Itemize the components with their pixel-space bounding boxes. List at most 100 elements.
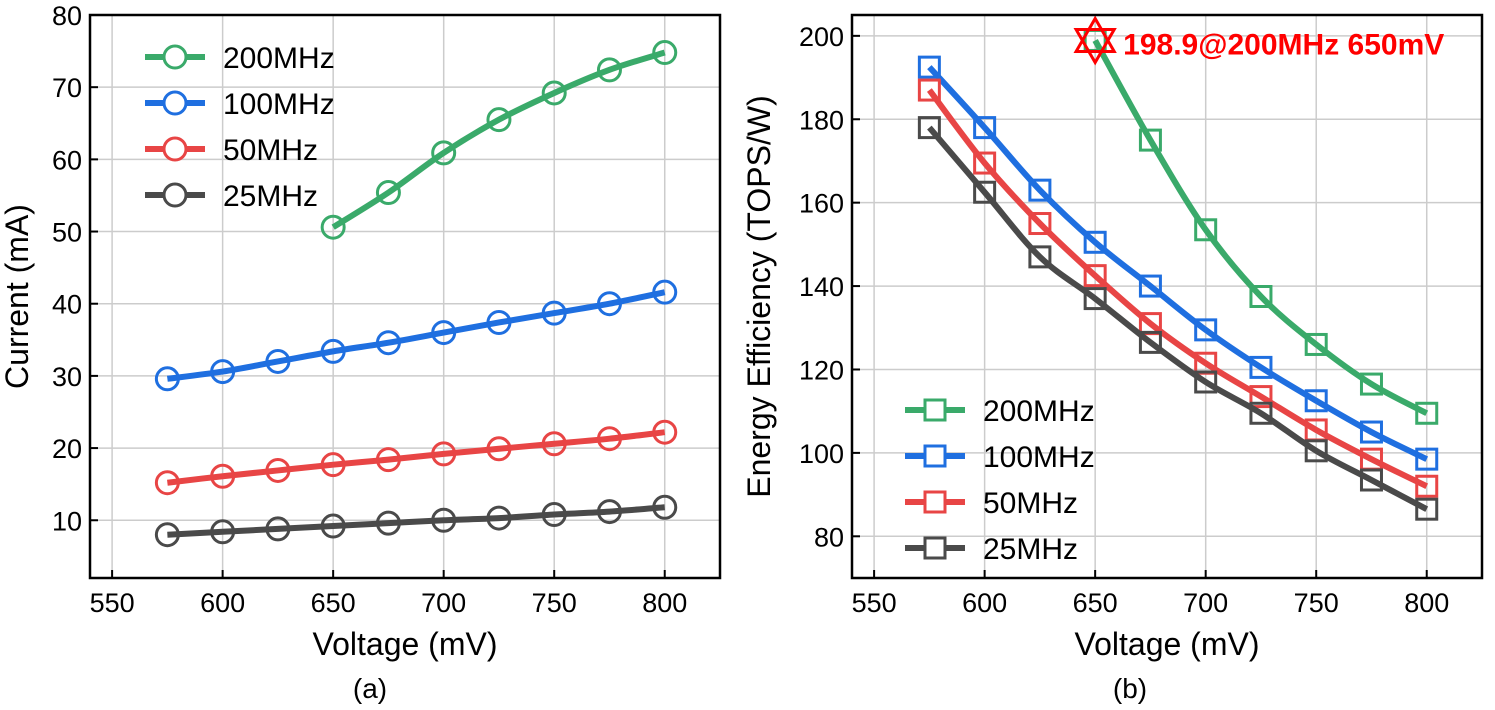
data-point bbox=[541, 501, 567, 527]
data-point bbox=[1415, 474, 1439, 498]
series-25mhz bbox=[917, 116, 1439, 521]
y-axis-title: Current (mA) bbox=[0, 204, 35, 389]
series-100mhz bbox=[917, 55, 1439, 471]
data-point bbox=[486, 505, 512, 531]
y-tick-label: 70 bbox=[52, 73, 82, 103]
ticks: 550 600 650 700 750 800 80 100 120 140 160 180 200 bbox=[799, 22, 1449, 618]
data-point bbox=[1304, 332, 1328, 356]
data-point bbox=[1359, 372, 1383, 396]
legend-label: 200MHz bbox=[983, 395, 1095, 428]
legend-label: 25MHz bbox=[223, 180, 318, 213]
star-icon bbox=[1073, 15, 1117, 53]
legend-item-200mhz: 200MHz bbox=[145, 42, 335, 75]
legend-item-100mhz: 100MHz bbox=[905, 441, 1095, 474]
y-tick-label: 10 bbox=[52, 506, 82, 536]
legend-item-200mhz: 200MHz bbox=[905, 395, 1095, 428]
data-point bbox=[486, 309, 512, 335]
data-point bbox=[652, 40, 678, 66]
x-tick-label: 700 bbox=[421, 588, 466, 618]
data-point bbox=[1138, 330, 1162, 354]
y-tick-label: 160 bbox=[799, 189, 844, 219]
chart-caption: (b) bbox=[1113, 673, 1147, 704]
series-50mhz bbox=[917, 78, 1439, 498]
series-line bbox=[927, 125, 1429, 512]
data-point bbox=[1304, 439, 1328, 463]
y-tick-label: 140 bbox=[799, 272, 844, 302]
ticks: 550 600 650 700 750 800 10 20 30 40 50 60 70 80 bbox=[52, 1, 687, 618]
data-point bbox=[265, 457, 291, 483]
data-point bbox=[1415, 401, 1439, 425]
series-line bbox=[166, 289, 666, 382]
data-point bbox=[1194, 318, 1218, 342]
data-point bbox=[1249, 401, 1273, 425]
data-point bbox=[973, 151, 997, 175]
data-point bbox=[210, 519, 236, 545]
data-point bbox=[154, 522, 180, 548]
data-point bbox=[1415, 497, 1439, 521]
data-point bbox=[1359, 420, 1383, 444]
data-point bbox=[265, 516, 291, 542]
y-tick-label: 20 bbox=[52, 434, 82, 464]
chart-caption: (a) bbox=[353, 673, 387, 704]
legend-marker bbox=[923, 398, 947, 422]
data-point bbox=[541, 80, 567, 106]
data-point bbox=[1415, 447, 1439, 471]
data-point bbox=[596, 499, 622, 525]
chart-current-vs-voltage: 550 600 650 700 750 800 10 20 30 40 50 60 70 80 200MHz… bbox=[0, 1, 722, 704]
y-tick-label: 180 bbox=[799, 105, 844, 135]
y-tick-label: 80 bbox=[814, 522, 844, 552]
data-point bbox=[652, 494, 678, 520]
data-point bbox=[210, 359, 236, 385]
data-point bbox=[596, 291, 622, 317]
series-line bbox=[167, 504, 665, 538]
data-point bbox=[541, 300, 567, 326]
data-point bbox=[1083, 287, 1107, 311]
legend-marker bbox=[162, 44, 188, 70]
legend: 200MHz 100MHz 50MHz 25MHz bbox=[145, 42, 335, 213]
data-point bbox=[1304, 389, 1328, 413]
data-point bbox=[320, 214, 346, 240]
legend-marker bbox=[923, 490, 947, 514]
series-200mhz bbox=[320, 40, 678, 240]
x-tick-label: 800 bbox=[1404, 588, 1449, 618]
data-point bbox=[917, 78, 941, 102]
legend-marker bbox=[162, 90, 188, 116]
data-point bbox=[154, 366, 180, 392]
series-line bbox=[331, 49, 666, 230]
legend-item-50mhz: 50MHz bbox=[145, 134, 318, 167]
x-tick-label: 750 bbox=[532, 588, 577, 618]
data-point bbox=[431, 507, 457, 533]
y-tick-label: 30 bbox=[52, 362, 82, 392]
data-point bbox=[431, 140, 457, 166]
data-point bbox=[1028, 212, 1052, 236]
data-point bbox=[652, 279, 678, 305]
data-point bbox=[375, 330, 401, 356]
data-point bbox=[1083, 230, 1107, 254]
legend-marker bbox=[162, 136, 188, 162]
x-tick-label: 550 bbox=[90, 588, 135, 618]
x-axis-title: Voltage (mV) bbox=[313, 626, 498, 662]
y-tick-label: 200 bbox=[799, 22, 844, 52]
series-line bbox=[926, 88, 1429, 489]
data-point bbox=[1083, 264, 1107, 288]
legend-label: 50MHz bbox=[983, 487, 1078, 520]
x-tick-label: 550 bbox=[852, 588, 897, 618]
data-point bbox=[973, 180, 997, 204]
data-point bbox=[320, 513, 346, 539]
data-point bbox=[1359, 468, 1383, 492]
data-point bbox=[917, 116, 941, 140]
data-point bbox=[265, 348, 291, 374]
legend-label: 200MHz bbox=[223, 42, 335, 75]
data-point bbox=[1249, 285, 1273, 308]
series-100mhz bbox=[154, 279, 678, 392]
y-tick-label: 40 bbox=[52, 290, 82, 320]
legend-label: 100MHz bbox=[223, 88, 335, 121]
data-point bbox=[431, 441, 457, 467]
data-point bbox=[596, 426, 622, 452]
data-point bbox=[1138, 128, 1162, 152]
annotation: 198.9@200MHz 650mV bbox=[1073, 15, 1444, 66]
data-point bbox=[154, 470, 180, 496]
data-point bbox=[596, 57, 622, 83]
y-tick-label: 80 bbox=[52, 1, 82, 31]
